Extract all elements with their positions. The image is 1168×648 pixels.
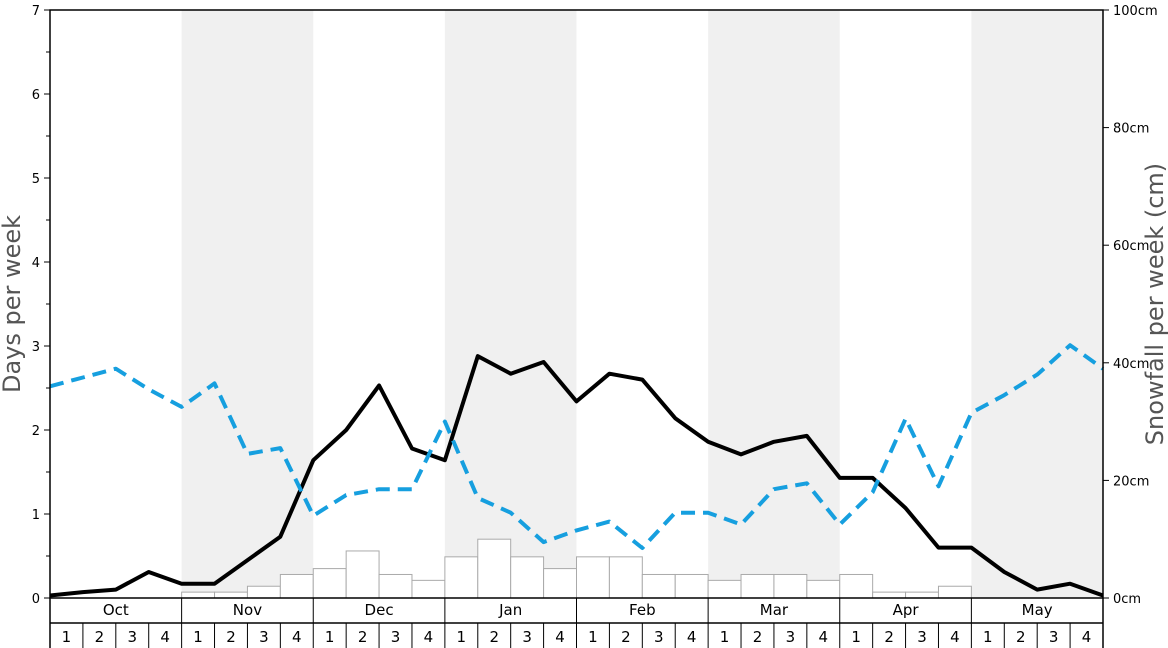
month-shade-mar	[708, 10, 840, 598]
month-shading-layer	[181, 10, 1103, 598]
week-label: 2	[226, 628, 236, 646]
right-axis-title: Snowfall per week (cm)	[1141, 163, 1168, 445]
week-label: 1	[851, 628, 861, 646]
snowfall-bar	[345, 550, 380, 599]
week-label: 4	[687, 628, 697, 646]
week-label: 3	[127, 628, 137, 646]
left-tick-label: 6	[32, 88, 40, 103]
snowfall-bar	[444, 556, 479, 599]
week-label: 1	[588, 628, 598, 646]
snowfall-bar	[576, 556, 610, 599]
left-tick-label: 4	[32, 256, 40, 271]
week-label: 4	[1082, 628, 1092, 646]
week-label: 3	[259, 628, 269, 646]
snowfall-bar	[214, 591, 248, 599]
month-label-jan: Jan	[498, 601, 522, 619]
week-label: 2	[95, 628, 105, 646]
week-label: 2	[1016, 628, 1026, 646]
month-label-oct: Oct	[103, 601, 129, 619]
left-tick-label: 7	[32, 4, 40, 19]
axes-layer: 0 1 2 3 4 5 6 7 0cm 20cm 40cm 60cm 80cm 100cm Oct 1 2 3 4 N…	[32, 4, 1158, 648]
left-tick-label: 3	[32, 340, 40, 355]
right-tick-label: 20cm	[1113, 474, 1149, 489]
week-label: 4	[950, 628, 960, 646]
week-label: 1	[325, 628, 335, 646]
snowfall-bar	[773, 573, 808, 599]
month-shade-may	[971, 10, 1103, 598]
snowfall-bar	[937, 585, 972, 599]
month-shade-nov	[181, 10, 314, 598]
left-tick-label: 2	[32, 424, 40, 439]
week-label: 4	[160, 628, 170, 646]
left-tick-label: 5	[32, 172, 40, 187]
week-label: 2	[753, 628, 763, 646]
week-label: 2	[489, 628, 499, 646]
right-tick-label: 0cm	[1113, 592, 1141, 607]
month-label-apr: Apr	[893, 601, 920, 619]
week-label: 2	[621, 628, 631, 646]
right-tick-label: 60cm	[1113, 239, 1149, 254]
month-label-feb: Feb	[629, 601, 656, 619]
month-shade-jan	[444, 10, 577, 598]
right-tick-label: 80cm	[1113, 122, 1149, 137]
month-label-mar: Mar	[760, 601, 789, 619]
week-label: 3	[654, 628, 664, 646]
right-tick-label: 40cm	[1113, 357, 1149, 372]
week-label: 2	[884, 628, 894, 646]
week-label: 3	[786, 628, 796, 646]
week-label: 3	[522, 628, 532, 646]
snowfall-bar	[378, 573, 413, 599]
month-label-dec: Dec	[365, 601, 394, 619]
snowfall-bar	[477, 538, 512, 599]
snowfall-bar	[707, 579, 742, 599]
week-label: 1	[62, 628, 72, 646]
snowfall-bar	[510, 556, 545, 599]
snowfall-bar	[543, 568, 577, 599]
month-label-nov: Nov	[233, 601, 262, 619]
snowfall-bar	[905, 591, 939, 599]
snowfall-bar	[641, 573, 676, 599]
snowfall-bar	[872, 591, 907, 599]
week-label: 4	[555, 628, 565, 646]
week-label: 3	[1049, 628, 1059, 646]
solid-series-line	[49, 354, 1104, 598]
snowfall-bar	[608, 556, 643, 599]
week-label: 1	[983, 628, 993, 646]
snowfall-bar	[674, 573, 709, 599]
snowfall-bar	[411, 579, 446, 599]
snowfall-bar	[312, 568, 347, 599]
left-tick-label: 0	[32, 592, 40, 607]
snowfall-bar	[839, 573, 874, 599]
snowfall-bar	[246, 585, 281, 599]
week-label: 1	[720, 628, 730, 646]
week-label: 4	[292, 628, 302, 646]
left-axis-title: Days per week	[0, 215, 26, 393]
month-label-may: May	[1022, 601, 1053, 619]
week-label: 1	[457, 628, 467, 646]
dashed-series-line	[49, 343, 1105, 550]
snowfall-bar	[279, 573, 314, 599]
week-label: 3	[917, 628, 927, 646]
snowfall-bar	[181, 591, 216, 599]
snowfall-bar	[806, 579, 841, 599]
left-tick-label: 1	[32, 508, 40, 523]
series-lines-layer	[49, 343, 1105, 598]
snowfall-bar	[740, 573, 775, 599]
week-label: 2	[358, 628, 368, 646]
week-label: 3	[391, 628, 401, 646]
week-label: 4	[819, 628, 829, 646]
snowfall-bars-layer	[181, 538, 972, 599]
right-tick-label: 100cm	[1113, 4, 1158, 19]
week-label: 4	[424, 628, 434, 646]
week-label: 1	[193, 628, 203, 646]
